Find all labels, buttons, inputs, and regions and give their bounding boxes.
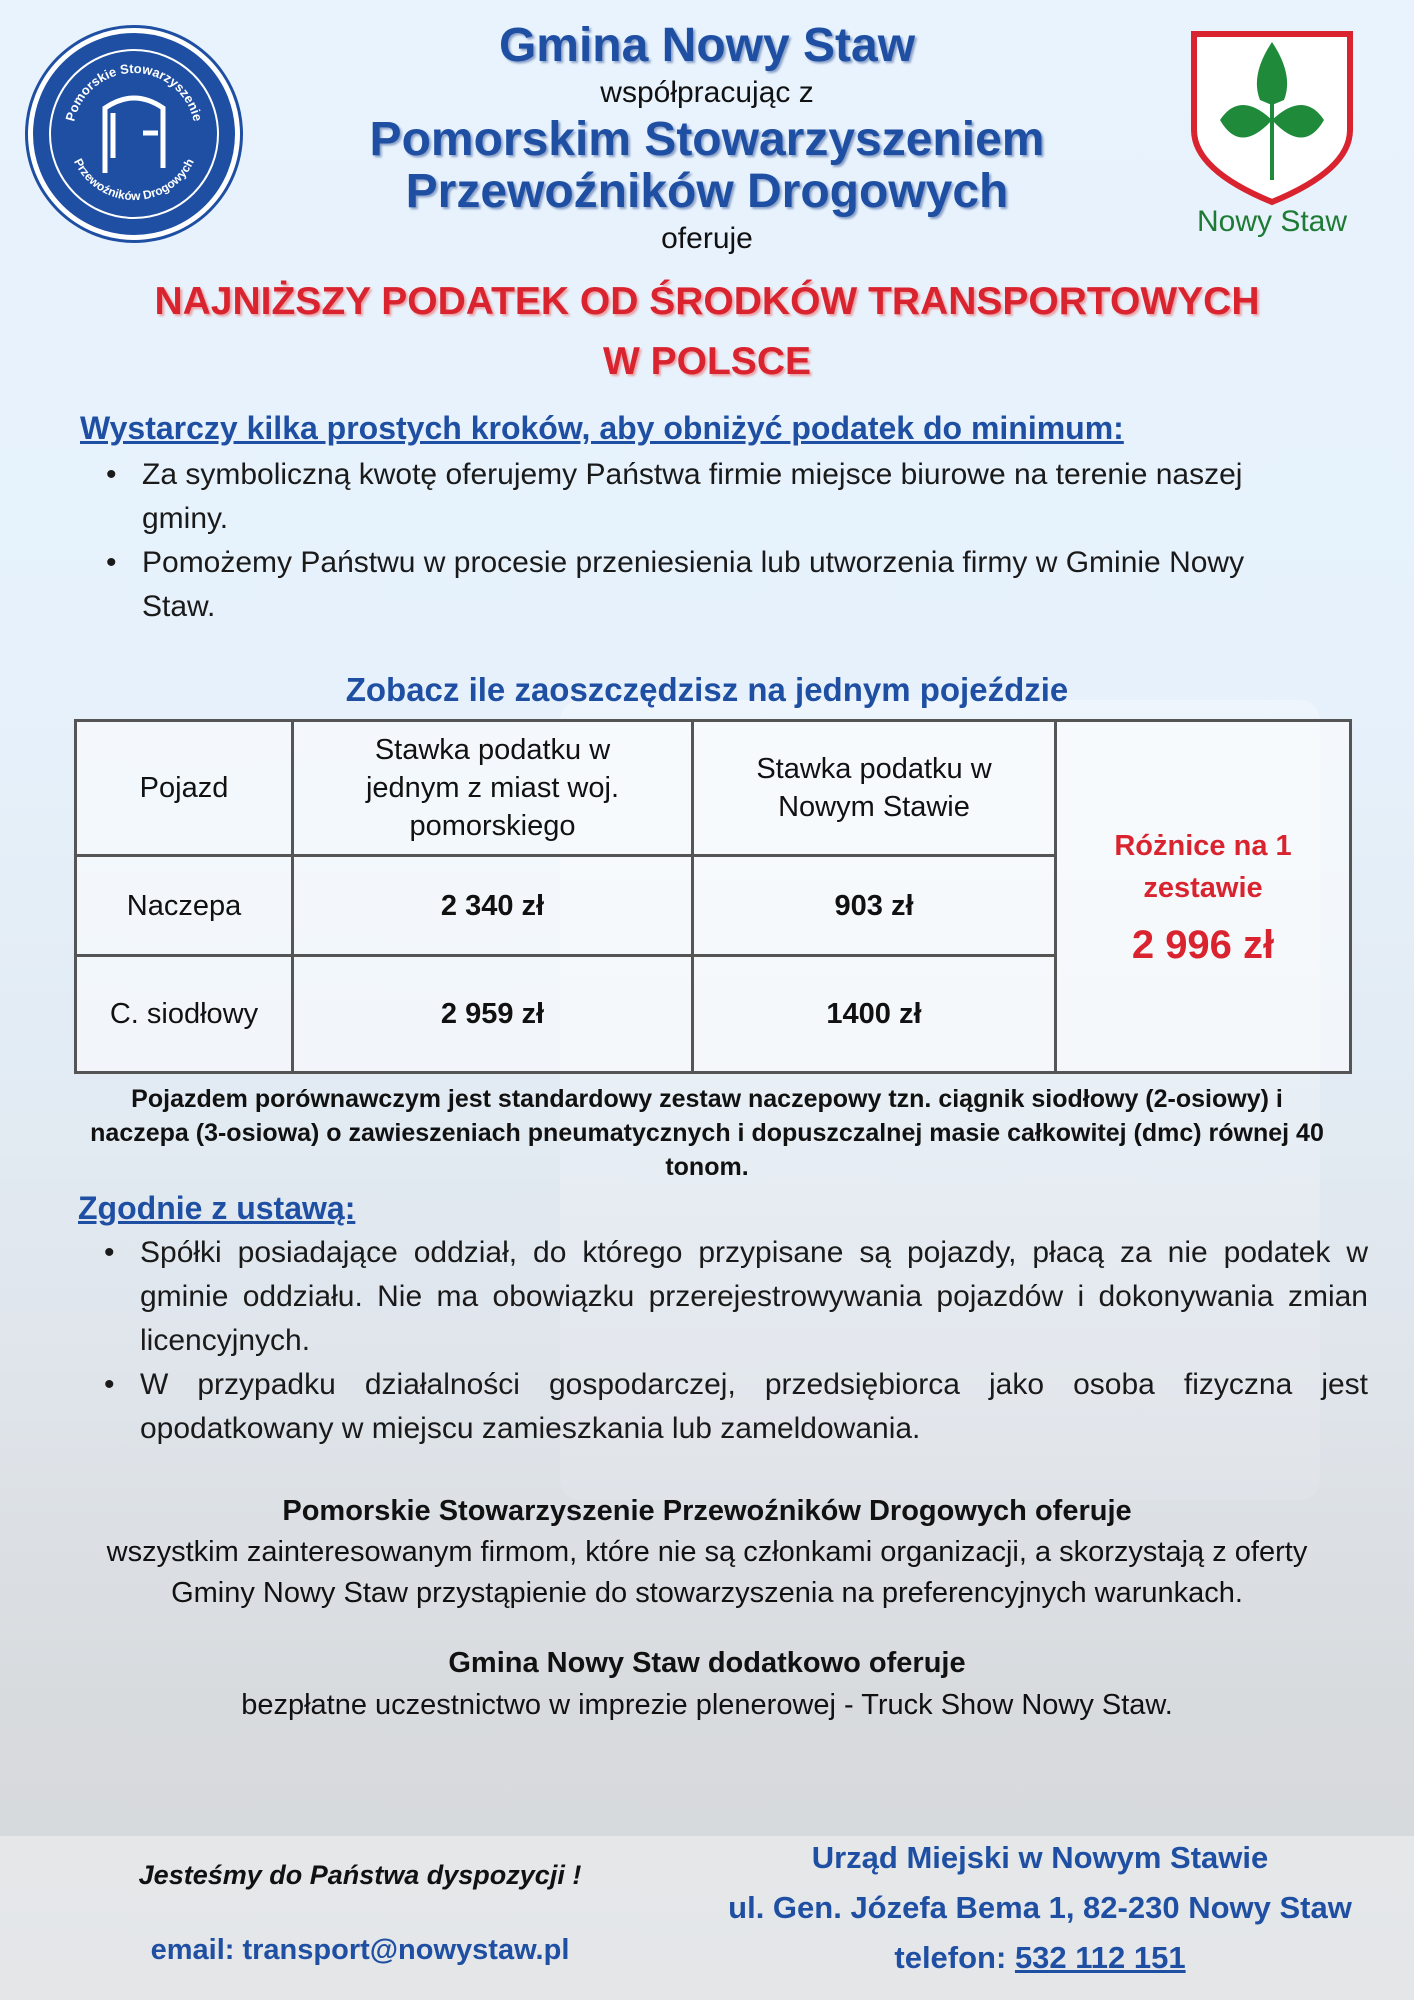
association-offer: Pomorskie Stowarzyszenie Przewoźników Dr… xyxy=(100,1491,1314,1614)
header-pomorskie-rate: Stawka podatku w jednym z miast woj. pom… xyxy=(291,719,694,857)
email-label: email: xyxy=(150,1934,235,1966)
association-offer-body: wszystkim zainteresowanym firmom, które … xyxy=(106,1536,1308,1609)
law-item: W przypadku działalności gospodarczej, p… xyxy=(78,1363,1368,1451)
comparison-note: Pojazdem porównawczym jest standardowy z… xyxy=(90,1085,1324,1181)
office-name: Urząd Miejski w Nowym Stawie xyxy=(811,1840,1269,1875)
footer xyxy=(0,1836,1414,2000)
footer-tagline: Jesteśmy do Państwa dyspozycji ! xyxy=(138,1860,582,1890)
difference-cell: Różnice na 1 zestawie 2 996 zł xyxy=(1054,719,1352,1074)
table-row: Naczepa 2 340 zł 903 zł xyxy=(74,854,1351,957)
headline-line1: NAJNIŻSZY PODATEK OD ŚRODKÓW TRANSPORTOW… xyxy=(154,280,1260,323)
header-offers: oferuje xyxy=(661,222,753,255)
pomorskie-rate-cell: 2 340 zł xyxy=(291,854,694,957)
pspd-logo: Pomorskie Stowarzyszenie Przewoźników Dr… xyxy=(28,28,240,240)
table-title: Zobacz ile zaoszczędzisz na jednym pojeź… xyxy=(345,671,1069,708)
table-row: C. siodłowy 2 959 zł 1400 zł xyxy=(74,954,1351,1074)
header-subtitle: współpracując z xyxy=(600,76,814,109)
email-link[interactable]: transport@nowystaw.pl xyxy=(242,1934,570,1966)
steps-list: Za symboliczną kwotę oferujemy Państwa f… xyxy=(80,453,1280,629)
association-offer-title: Pomorskie Stowarzyszenie Przewoźników Dr… xyxy=(282,1495,1132,1527)
gmina-offer-title: Gmina Nowy Staw dodatkowo oferuje xyxy=(448,1647,966,1679)
gmina-offer-body: bezpłatne uczestnictwo w imprezie plener… xyxy=(241,1689,1173,1721)
footer-email: email: transport@nowystaw.pl xyxy=(60,1934,660,1967)
phone-label: telefon: xyxy=(894,1940,1007,1975)
partner-name-line1: Pomorskim Stowarzyszeniem xyxy=(369,113,1045,166)
phone-link[interactable]: 532 112 151 xyxy=(1014,1940,1186,1975)
nowy-staw-rate-cell: 1400 zł xyxy=(691,954,1057,1074)
vehicle-cell: C. siodłowy xyxy=(74,954,294,1074)
main-content: Wystarczy kilka prostych kroków, aby obn… xyxy=(0,410,1414,1726)
law-list: Spółki posiadające oddział, do którego p… xyxy=(78,1231,1368,1451)
office-address: ul. Gen. Józefa Bema 1, 82-230 Nowy Staw xyxy=(728,1890,1352,1925)
vehicle-cell: Naczepa xyxy=(74,854,294,957)
difference-value: 2 996 zł xyxy=(1131,922,1275,967)
step-item: Za symboliczną kwotę oferujemy Państwa f… xyxy=(80,453,1280,541)
pomorskie-rate-cell: 2 959 zł xyxy=(291,954,694,1074)
step-item: Pomożemy Państwu w procesie przeniesieni… xyxy=(80,541,1280,629)
headline-line2: W POLSCE xyxy=(602,340,811,383)
law-heading: Zgodnie z ustawą: xyxy=(78,1190,356,1226)
tax-comparison-table: Pojazd Stawka podatku w jednym z miast w… xyxy=(74,719,1352,1074)
gmina-offer: Gmina Nowy Staw dodatkowo oferuje bezpła… xyxy=(0,1642,1414,1726)
law-item: Spółki posiadające oddział, do którego p… xyxy=(78,1231,1368,1363)
nowy-staw-coat-of-arms xyxy=(1190,30,1354,211)
header-vehicle: Pojazd xyxy=(74,719,294,857)
header-nowy-staw-rate: Stawka podatku w Nowym Stawie xyxy=(691,719,1057,857)
steps-heading: Wystarczy kilka prostych kroków, aby obn… xyxy=(80,410,1124,446)
nowy-staw-rate-cell: 903 zł xyxy=(691,854,1057,957)
partner-name-line2: Przewoźników Drogowych xyxy=(405,165,1009,218)
coat-of-arms-caption: Nowy Staw xyxy=(1196,205,1348,238)
difference-label: Różnice na 1 zestawie xyxy=(1114,829,1292,904)
header-title: Gmina Nowy Staw xyxy=(498,19,916,72)
office-phone: telefon: 532 112 151 xyxy=(670,1940,1410,1976)
